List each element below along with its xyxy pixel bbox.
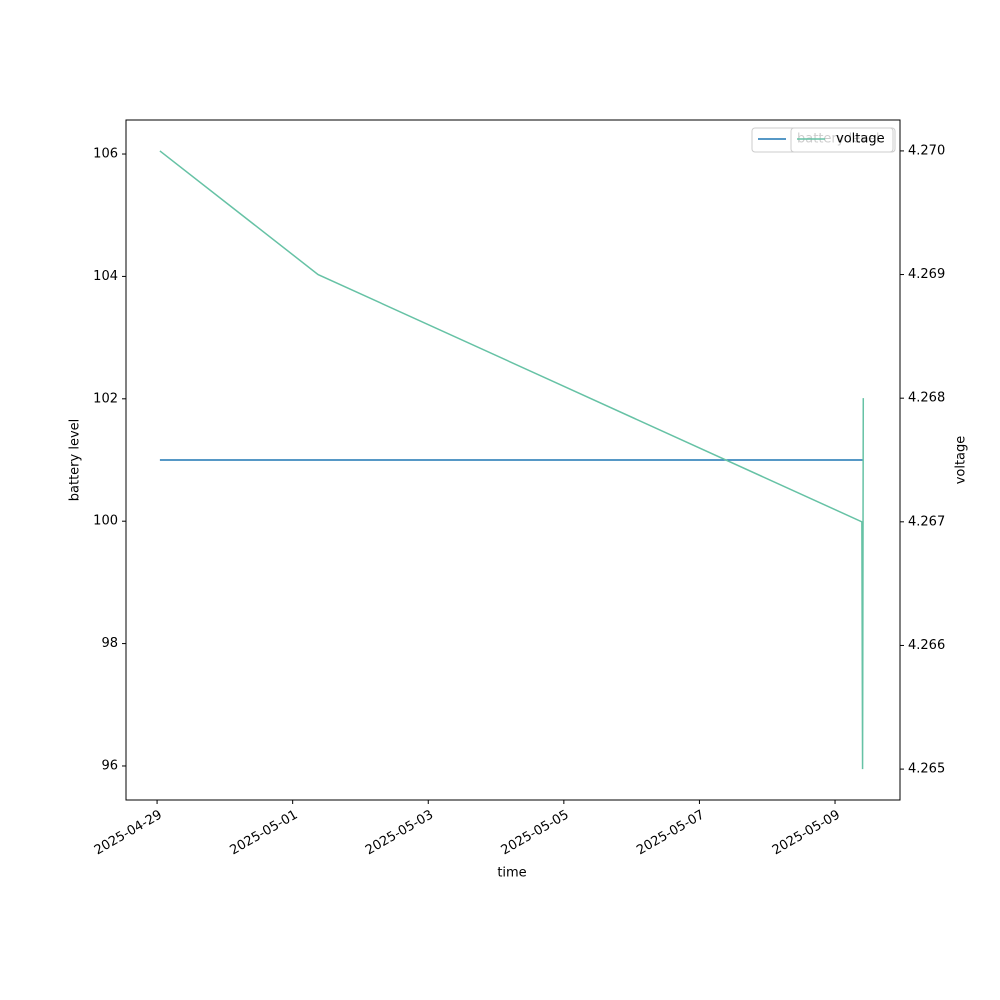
y2-tick-label: 4.265: [908, 762, 945, 777]
y-axis-label: battery level: [68, 419, 83, 502]
y-tick-label: 102: [93, 391, 118, 406]
y-tick-label: 96: [101, 758, 118, 773]
x-tick-label: 2025-05-01: [227, 808, 300, 859]
y2-tick-label: 4.270: [908, 143, 945, 158]
x-axis-label: time: [497, 866, 526, 881]
line-series: [159, 150, 865, 770]
x-tick-label: 2025-05-07: [634, 808, 707, 859]
legend-label: voltage: [836, 132, 885, 147]
y2-axis-label: voltage: [954, 436, 969, 485]
x-tick-label: 2025-05-03: [363, 808, 436, 859]
y-tick-label: 98: [101, 636, 118, 651]
y2-tick-label: 4.268: [908, 391, 945, 406]
x-tick-label: 2025-05-09: [770, 808, 843, 859]
x-tick-label: 2025-05-05: [499, 808, 572, 859]
y2-tick-label: 4.266: [908, 638, 945, 653]
axes-frame: [125, 119, 901, 801]
legend-box: [790, 127, 894, 153]
y2-tick-label: 4.267: [908, 514, 945, 529]
x-tick-label: 2025-04-29: [92, 808, 165, 859]
y-tick-label: 104: [93, 269, 118, 284]
y-tick-label: 106: [93, 147, 118, 162]
y-tick-label: 100: [93, 514, 118, 529]
y2-tick-label: 4.269: [908, 267, 945, 282]
